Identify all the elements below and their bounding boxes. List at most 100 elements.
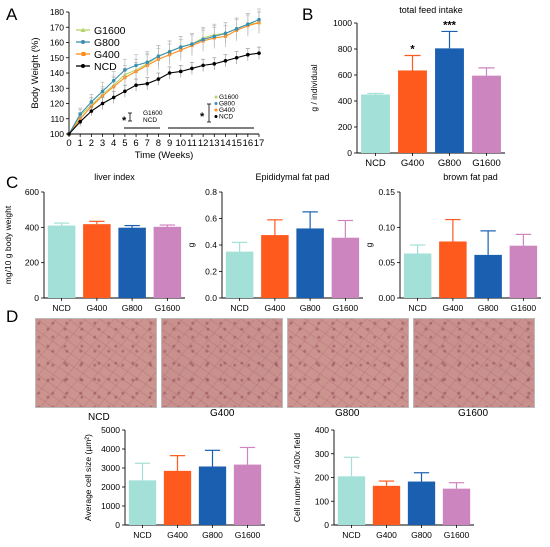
c2-xtick-label-g800: G800: [300, 303, 321, 313]
a-series-g800-point-1: [78, 112, 82, 116]
a-xtick-label-13: 13: [209, 138, 220, 149]
a-series-ncd-point-0: [67, 132, 71, 136]
b-ytick-label-2: 400: [338, 96, 352, 106]
a-legend-g1600-label: G1600: [94, 25, 126, 37]
d1-ytick-label-4: 4000: [101, 444, 120, 454]
d2-ytick-label-1: 100: [315, 496, 329, 506]
c1-ylabel: mg/10 g body weight: [3, 205, 13, 284]
c3-xtick-label-g400: G400: [442, 303, 463, 313]
a-series-ncd-line: [68, 52, 260, 135]
a-series-g800-point-15: [234, 26, 239, 31]
a-series-ncd-point-1: [78, 120, 82, 124]
c3-ytick-label-0: 0.00: [378, 293, 395, 303]
a-series-ncd-point-15: [234, 55, 239, 60]
a-series-ncd-point-2: [89, 109, 94, 113]
a-series-ncd-point-8: [156, 77, 161, 81]
d2-bar-g800: [407, 481, 436, 525]
a-series-ncd-point-17: [257, 51, 261, 55]
d1-ytick-label-2: 2000: [101, 482, 120, 492]
d1-ytick-label-3: 3000: [101, 463, 120, 473]
a-series-ncd-point-10: [178, 69, 183, 74]
a-legend-ncd-marker: [81, 64, 85, 68]
a-xtick-label-17: 17: [254, 138, 265, 149]
histology-image-g400: [161, 318, 283, 408]
c1-ytick-label-3: 600: [25, 187, 39, 197]
panel-letter-b: B: [302, 5, 313, 24]
a-series-ncd-point-6: [134, 83, 138, 87]
brown-fat-chart: 0.00 0.05 0.10 0.15 g brown fat pad NCD G400 G80…: [364, 172, 541, 313]
d1-ylabel: Average cell size (µm²): [83, 434, 93, 521]
a-ytick-label-5: 150: [50, 53, 64, 63]
b-xtick-label-g400: G400: [401, 158, 424, 169]
a-annotation-2-label-2: G400: [219, 107, 235, 114]
a-xtick-label-0: 0: [66, 138, 71, 149]
a-legend-g400-marker: [81, 52, 86, 56]
histology-image-ncd: [35, 318, 157, 408]
d1-bar-ncd: [128, 480, 157, 525]
d1-bar-g400: [163, 470, 192, 525]
a-ytick-label-4: 140: [50, 68, 64, 78]
d2-ytick-label-2: 200: [315, 473, 329, 483]
a-series-ncd-point-12: [201, 63, 205, 68]
c2-ytick-label-4: 0.8: [205, 187, 217, 197]
a-annotation-1-label-1: NCD: [143, 117, 157, 124]
d2-xtick-label-ncd: NCD: [342, 530, 360, 540]
a-annotation-1-label-0: G1600: [143, 110, 163, 117]
a-series-ncd-point-5: [123, 89, 127, 94]
c2-ytick-label-3: 0.6: [205, 214, 217, 224]
a-ytick-label-2: 120: [50, 99, 64, 109]
a-xtick-label-5: 5: [122, 138, 127, 149]
a-series-g800-point-5: [123, 68, 127, 72]
c2-xtick-label-g1600: G1600: [333, 303, 359, 313]
a-xtick-label-3: 3: [100, 138, 105, 149]
c3-xtick-label-ncd: NCD: [408, 303, 426, 313]
b-bar-g400: [398, 70, 427, 153]
c1-xtick-label-ncd: NCD: [52, 303, 70, 313]
c2-xtick-label-ncd: NCD: [230, 303, 248, 313]
a-xtick-label-7: 7: [145, 138, 150, 149]
c1-ytick-label-1: 200: [25, 258, 39, 268]
a-annotation-2-label-3: NCD: [219, 114, 233, 121]
a-ytick-label-1: 110: [50, 114, 64, 124]
a-annotation-2-label-0: G1600: [219, 94, 239, 101]
c1-xtick-label-g400: G400: [86, 303, 107, 313]
a-annotation-2-star: *: [200, 111, 205, 123]
a-series-g800-point-9: [167, 49, 172, 54]
liver-index-chart: 0 200 400 600 mg/10 g body weight liver index…: [3, 172, 185, 313]
d1-xtick-label-g1600: G1600: [235, 530, 261, 540]
d2-bar-g1600: [442, 488, 471, 525]
a-xlabel: Time (Weeks): [135, 150, 194, 161]
d1-bar-g800: [198, 466, 227, 525]
a-legend-g800-label: G800: [94, 37, 120, 49]
b-bar-ncd: [361, 94, 390, 153]
c1-xtick-label-g800: G800: [122, 303, 143, 313]
a-annotation-2-label-1: G800: [219, 101, 235, 108]
cell-size-chart: 0 1000 2000 3000 4000 5000 Average cell size (…: [83, 425, 265, 540]
b-title: total feed intake: [399, 5, 463, 15]
a-series-ncd-point-4: [111, 95, 116, 100]
a-xtick-label-9: 9: [167, 138, 172, 149]
a-xtick-label-12: 12: [198, 138, 209, 149]
c2-ytick-label-0: 0.0: [205, 293, 217, 303]
a-legend-g400-label: G400: [94, 49, 120, 61]
a-series-g800-point-17: [257, 17, 261, 22]
a-series-g800-point-16: [246, 22, 250, 27]
a-annotation-2-marker-3: [214, 115, 218, 118]
a-ytick-label-8: 180: [50, 7, 64, 17]
b-xtick-label-g800: G800: [438, 158, 461, 169]
d1-ytick-label-1: 1000: [101, 501, 120, 511]
panel-letter-d: D: [6, 307, 18, 326]
d1-bar-g1600: [233, 464, 262, 525]
c2-bar-ncd: [225, 251, 254, 298]
b-ytick-label-1: 200: [338, 122, 352, 132]
b-significance-g400: *: [410, 44, 415, 56]
a-xtick-label-15: 15: [231, 138, 242, 149]
histology-label-g1600: G1600: [458, 408, 489, 419]
histology-image-g1600: [413, 318, 535, 408]
a-annotation-1-star: *: [122, 115, 127, 127]
c3-ytick-label-2: 0.10: [378, 222, 395, 232]
c2-title: Epididymal fat pad: [255, 172, 329, 182]
c1-ytick-label-0: 0: [34, 293, 39, 303]
c3-bar-g400: [439, 241, 467, 298]
